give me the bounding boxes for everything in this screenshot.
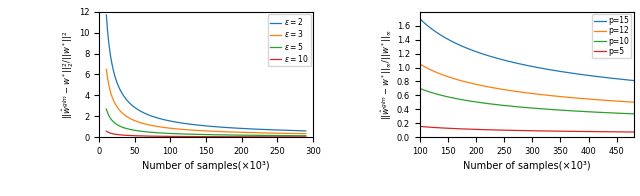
p=15 (591, 75, 599, 77)
p=5 (625, 131, 632, 133)
Line: $\varepsilon = 5$: $\varepsilon = 5$ (106, 109, 306, 136)
$\varepsilon = 10$ (211, 135, 218, 138)
$\varepsilon = 3$ (297, 132, 305, 135)
Y-axis label: $||\hat{w}^{glm} - w^*||_2^2/||w^*||^2$: $||\hat{w}^{glm} - w^*||_2^2/||w^*||^2$ (61, 30, 76, 119)
p=15 (625, 79, 632, 81)
$\varepsilon = 2$ (297, 130, 305, 132)
$\varepsilon = 5$ (198, 133, 206, 136)
$\varepsilon = 3$ (211, 130, 218, 132)
p=5 (416, 125, 424, 128)
p=12 (630, 101, 637, 103)
p=15 (532, 66, 540, 68)
p=15 (416, 18, 424, 20)
$\varepsilon = 10$ (266, 136, 274, 138)
p=5 (532, 130, 540, 132)
p=10 (519, 106, 527, 108)
p=15 (543, 68, 551, 70)
p=5 (630, 131, 637, 133)
Line: p=5: p=5 (420, 126, 634, 132)
$\varepsilon = 5$ (221, 134, 229, 136)
p=15 (518, 63, 525, 65)
p=15 (519, 63, 527, 66)
$\varepsilon = 2$ (302, 130, 310, 132)
$\varepsilon = 5$ (197, 133, 205, 136)
Line: p=12: p=12 (420, 64, 634, 102)
$\varepsilon = 3$ (102, 68, 110, 70)
p=15 (630, 79, 637, 82)
p=12 (625, 101, 632, 103)
p=5 (543, 130, 551, 132)
p=12 (518, 91, 525, 93)
p=10 (625, 113, 632, 115)
$\varepsilon = 3$ (221, 131, 229, 133)
$\varepsilon = 10$ (221, 136, 229, 138)
p=10 (532, 107, 540, 110)
$\varepsilon = 10$ (302, 136, 310, 138)
$\varepsilon = 5$ (302, 135, 310, 137)
Y-axis label: $||\hat{w}^{glm} - w^*||_\infty/||w^*||_\infty$: $||\hat{w}^{glm} - w^*||_\infty/||w^*||_… (380, 29, 394, 120)
p=12 (416, 63, 424, 65)
Line: $\varepsilon = 3$: $\varepsilon = 3$ (106, 69, 306, 134)
$\varepsilon = 10$ (297, 136, 305, 138)
p=12 (532, 93, 540, 95)
Legend: $\varepsilon = 2$, $\varepsilon = 3$, $\varepsilon = 5$, $\varepsilon = 10$: $\varepsilon = 2$, $\varepsilon = 3$, $\… (268, 14, 310, 66)
$\varepsilon = 10$ (197, 135, 205, 138)
$\varepsilon = 2$ (198, 124, 206, 127)
Line: p=10: p=10 (420, 88, 634, 114)
$\varepsilon = 5$ (102, 108, 110, 110)
$\varepsilon = 3$ (197, 130, 205, 132)
p=10 (518, 106, 525, 108)
$\varepsilon = 3$ (198, 130, 206, 132)
p=10 (591, 111, 599, 113)
Line: $\varepsilon = 10$: $\varepsilon = 10$ (106, 131, 306, 137)
p=12 (591, 98, 599, 101)
$\varepsilon = 2$ (266, 129, 274, 131)
Line: $\varepsilon = 2$: $\varepsilon = 2$ (106, 15, 306, 131)
p=5 (591, 131, 599, 133)
$\varepsilon = 2$ (197, 124, 205, 127)
$\varepsilon = 2$ (102, 14, 110, 16)
p=10 (543, 108, 551, 110)
$\varepsilon = 3$ (266, 132, 274, 134)
p=5 (519, 129, 527, 132)
p=5 (518, 129, 525, 132)
p=12 (519, 91, 527, 93)
$\varepsilon = 5$ (297, 134, 305, 137)
X-axis label: Number of samples(×10³): Number of samples(×10³) (142, 162, 270, 172)
$\varepsilon = 2$ (211, 125, 218, 128)
p=10 (630, 113, 637, 115)
$\varepsilon = 5$ (266, 134, 274, 137)
$\varepsilon = 3$ (302, 132, 310, 135)
Legend: p=15, p=12, p=10, p=5: p=15, p=12, p=10, p=5 (592, 14, 631, 58)
p=12 (543, 94, 551, 96)
p=10 (416, 87, 424, 90)
$\varepsilon = 10$ (198, 135, 206, 138)
$\varepsilon = 2$ (221, 126, 229, 129)
Line: p=15: p=15 (420, 19, 634, 81)
$\varepsilon = 5$ (211, 134, 218, 136)
$\varepsilon = 10$ (102, 130, 110, 132)
X-axis label: Number of samples(×10³): Number of samples(×10³) (463, 162, 591, 172)
